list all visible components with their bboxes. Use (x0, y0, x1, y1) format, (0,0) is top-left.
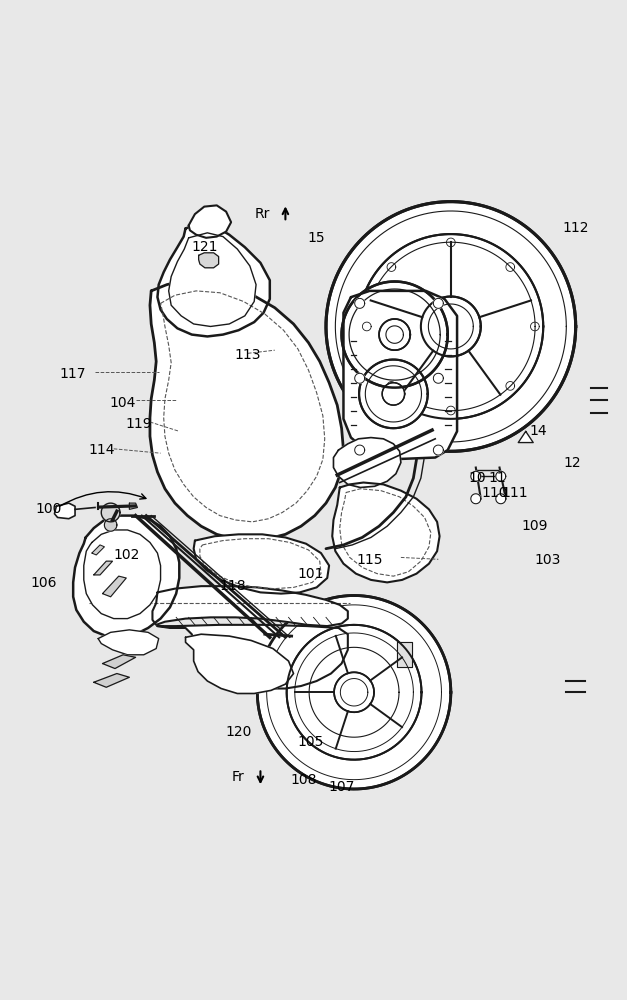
Text: 106: 106 (31, 576, 57, 590)
Text: 100: 100 (35, 502, 61, 516)
Polygon shape (359, 234, 543, 419)
Text: 121: 121 (191, 240, 218, 254)
Polygon shape (379, 319, 410, 350)
Polygon shape (194, 534, 329, 594)
Polygon shape (496, 471, 506, 481)
Text: 104: 104 (110, 396, 136, 410)
Polygon shape (334, 438, 401, 488)
Text: 111: 111 (501, 486, 528, 500)
Polygon shape (344, 291, 457, 459)
Text: 120: 120 (225, 725, 252, 739)
Text: 101: 101 (297, 567, 324, 581)
Polygon shape (98, 630, 159, 655)
Text: 11: 11 (489, 471, 507, 485)
Polygon shape (433, 298, 443, 308)
Polygon shape (342, 282, 448, 388)
Polygon shape (355, 298, 365, 308)
Polygon shape (157, 625, 348, 689)
Text: 107: 107 (329, 780, 355, 794)
Text: 15: 15 (308, 231, 325, 245)
Text: 112: 112 (562, 221, 589, 235)
Polygon shape (186, 634, 293, 694)
Polygon shape (334, 672, 374, 712)
Polygon shape (396, 642, 411, 667)
Polygon shape (519, 431, 533, 443)
Text: 10: 10 (469, 471, 487, 485)
Polygon shape (84, 530, 161, 619)
Polygon shape (421, 297, 481, 356)
Text: 14: 14 (529, 424, 547, 438)
Text: 118: 118 (219, 579, 246, 593)
Polygon shape (55, 503, 75, 519)
Polygon shape (359, 360, 428, 428)
Text: 110: 110 (482, 486, 508, 500)
Polygon shape (433, 445, 443, 455)
Polygon shape (355, 445, 365, 455)
Polygon shape (257, 596, 451, 789)
Text: 119: 119 (125, 417, 152, 431)
Polygon shape (326, 202, 576, 451)
Polygon shape (382, 383, 404, 405)
Polygon shape (129, 503, 137, 509)
Polygon shape (102, 503, 120, 522)
Polygon shape (496, 494, 506, 504)
Polygon shape (199, 253, 219, 268)
Polygon shape (102, 655, 135, 669)
Polygon shape (471, 471, 481, 481)
Text: 102: 102 (113, 548, 139, 562)
Text: 114: 114 (88, 443, 115, 457)
Text: 115: 115 (356, 553, 383, 567)
Polygon shape (355, 373, 365, 383)
Polygon shape (332, 483, 440, 582)
Text: 113: 113 (234, 348, 261, 362)
Polygon shape (73, 516, 179, 637)
Text: 12: 12 (564, 456, 581, 470)
Polygon shape (189, 205, 231, 238)
Text: 109: 109 (522, 519, 549, 533)
Text: 103: 103 (534, 553, 561, 567)
Polygon shape (92, 545, 104, 555)
Polygon shape (150, 280, 344, 541)
Polygon shape (104, 519, 117, 531)
Polygon shape (152, 586, 348, 626)
Polygon shape (471, 494, 481, 504)
Polygon shape (94, 674, 129, 687)
Polygon shape (169, 233, 256, 326)
Polygon shape (102, 576, 126, 597)
Polygon shape (94, 561, 112, 575)
Polygon shape (157, 224, 270, 336)
Text: 117: 117 (60, 367, 87, 381)
Text: Fr: Fr (232, 770, 245, 784)
Text: 105: 105 (297, 735, 324, 749)
Text: Rr: Rr (255, 207, 270, 221)
Polygon shape (433, 373, 443, 383)
Polygon shape (287, 625, 421, 760)
Text: 108: 108 (291, 773, 317, 787)
